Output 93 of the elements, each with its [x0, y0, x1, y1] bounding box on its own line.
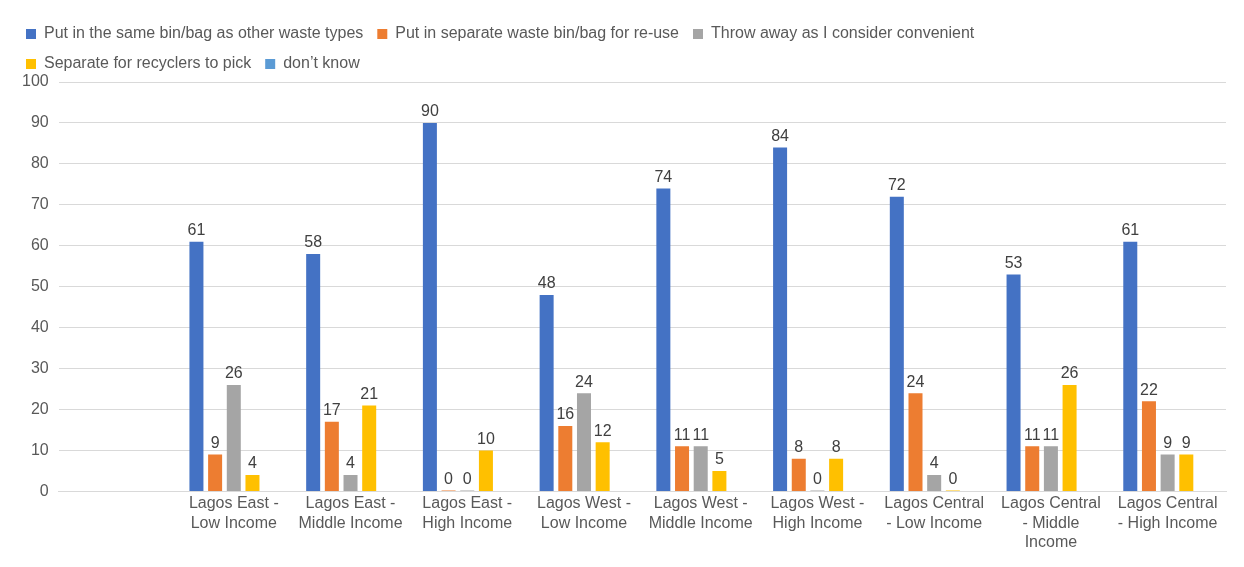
- data-label: 0: [812, 469, 822, 487]
- data-label: 61: [1121, 221, 1140, 239]
- data-label: 72: [887, 176, 906, 194]
- data-label: 17: [322, 401, 341, 419]
- bar: [343, 475, 358, 491]
- data-label: 8: [794, 438, 804, 456]
- bar: [1043, 446, 1058, 491]
- bar: [306, 253, 321, 491]
- data-label: 61: [187, 221, 206, 239]
- bar: [927, 475, 942, 491]
- data-label: 58: [304, 233, 323, 251]
- data-label: 26: [224, 364, 243, 382]
- bar: [422, 122, 437, 491]
- x-tick-label: Lagos East - Middle Income: [298, 494, 403, 531]
- bar: [1141, 401, 1156, 491]
- data-label: 21: [360, 384, 379, 402]
- y-tick-label: 30: [30, 358, 49, 376]
- data-label: 12: [593, 421, 612, 439]
- data-label: 0: [444, 469, 454, 487]
- x-tick-label: Lagos East - High Income: [422, 494, 513, 531]
- data-label: 9: [1181, 433, 1191, 451]
- bar: [1123, 241, 1138, 491]
- bar: [791, 458, 806, 491]
- bar: [595, 442, 610, 491]
- y-tick-label: 100: [21, 72, 49, 90]
- y-tick-label: 40: [30, 318, 49, 336]
- bar: [478, 450, 493, 491]
- y-tick-label: 90: [30, 113, 49, 131]
- data-label: 90: [421, 102, 439, 120]
- bar: [1062, 384, 1077, 491]
- data-label: 11: [1042, 425, 1060, 443]
- y-tick-label: 70: [30, 195, 49, 213]
- legend-label: Put in the same bin/bag as other waste types: [44, 24, 364, 42]
- data-label: 26: [1060, 364, 1079, 382]
- data-label: 8: [831, 438, 841, 456]
- data-label: 24: [575, 372, 593, 390]
- bar: [829, 458, 844, 491]
- legend-label: don’t know: [283, 54, 361, 72]
- bar: [1025, 446, 1040, 491]
- bar: [656, 188, 671, 491]
- y-tick-label: 10: [30, 440, 49, 458]
- data-label: 11: [673, 425, 691, 443]
- x-tick-label: Lagos Central - Middle Income: [1001, 494, 1101, 550]
- bar: [1179, 454, 1194, 491]
- data-label: 24: [906, 372, 925, 390]
- bar: [245, 475, 260, 491]
- legend-label: Throw away as I consider convenient: [711, 24, 975, 42]
- data-label: 11: [692, 425, 710, 443]
- bar: [1006, 274, 1021, 491]
- data-label: 84: [771, 126, 790, 144]
- y-tick-label: 20: [30, 399, 49, 417]
- data-label: 4: [929, 454, 939, 472]
- data-label: 74: [654, 167, 673, 185]
- data-label: 16: [556, 405, 575, 423]
- bar: [889, 196, 904, 491]
- y-tick-label: 50: [30, 277, 49, 295]
- x-tick-label: Lagos Central - Low Income: [884, 494, 984, 531]
- bar: [539, 294, 554, 491]
- bar: [908, 393, 923, 491]
- bar: [324, 421, 339, 491]
- x-tick-label: Lagos Central - High Income: [1117, 494, 1218, 531]
- data-label: 0: [948, 469, 958, 487]
- y-tick-label: 80: [30, 154, 49, 172]
- x-tick-label: Lagos West - High Income: [770, 494, 865, 531]
- bar: [362, 405, 377, 491]
- bar: [675, 446, 690, 491]
- data-label: 22: [1140, 380, 1158, 398]
- data-label: 10: [477, 429, 495, 447]
- data-label: 0: [462, 469, 472, 487]
- data-label: 11: [1023, 425, 1041, 443]
- legend-label: Separate for recyclers to pick: [44, 54, 253, 72]
- y-tick-label: 60: [30, 236, 49, 254]
- x-tick-label: Lagos West - Low Income: [537, 494, 631, 531]
- data-label: 5: [714, 450, 724, 468]
- bar: [189, 241, 204, 491]
- bar: [693, 446, 708, 491]
- bar: [712, 470, 727, 491]
- data-label: 9: [210, 433, 220, 451]
- data-label: 53: [1004, 253, 1023, 271]
- x-tick-label: Lagos East - Low Income: [188, 494, 279, 531]
- bar: [773, 147, 788, 491]
- bar: [226, 384, 241, 491]
- data-label: 4: [248, 454, 258, 472]
- legend-label: Put in separate waste bin/bag for re-use: [395, 24, 680, 42]
- data-label: 4: [346, 454, 356, 472]
- bar: [1160, 454, 1175, 491]
- data-label: 48: [537, 274, 556, 292]
- y-tick-label: 0: [39, 481, 49, 499]
- x-tick-label: Lagos West - Middle Income: [648, 494, 753, 531]
- bar: [576, 393, 591, 491]
- bar: [558, 425, 573, 491]
- bar: [208, 454, 223, 491]
- data-label: 9: [1163, 433, 1173, 451]
